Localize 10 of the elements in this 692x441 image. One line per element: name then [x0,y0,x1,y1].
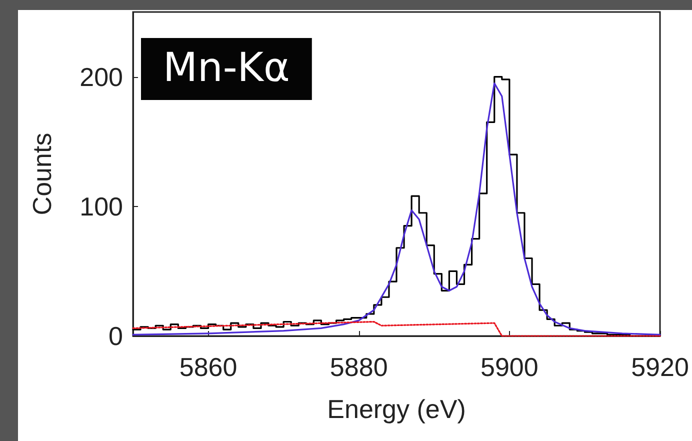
x-tick-label: 5920 [631,352,689,382]
x-tick-label: 5900 [480,352,538,382]
annotation: Mn-Kα [163,45,290,91]
y-axis-title: Counts [27,132,57,216]
y-tick-label: 0 [108,321,123,351]
y-tick-label: 100 [80,191,123,222]
x-tick-label: 5860 [179,352,238,382]
y-tick-label: 200 [80,62,123,92]
x-axis-title: Energy (eV) [327,394,466,424]
x-tick-label: 5880 [330,352,388,382]
